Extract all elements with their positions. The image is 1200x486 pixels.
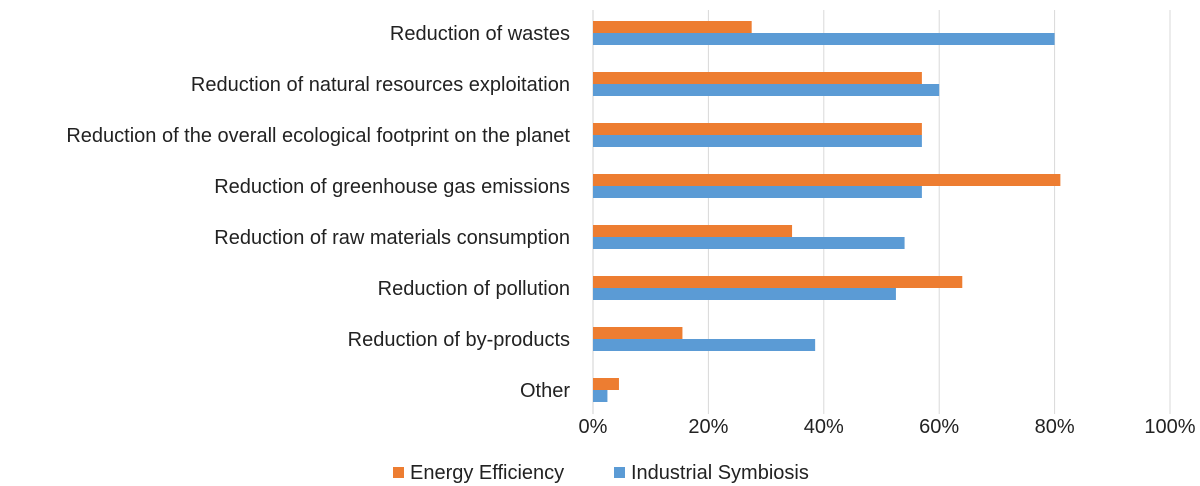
legend-label: Industrial Symbiosis [631,462,809,484]
bar-industrial-symbiosis [593,135,922,147]
category-labels: Reduction of wastes Reduction of natural … [66,23,570,402]
bar-industrial-symbiosis [593,186,922,198]
legend-item-industrial-symbiosis: Industrial Symbiosis [614,462,809,484]
x-tick-label: 80% [1035,416,1075,438]
bar-industrial-symbiosis [593,339,816,351]
bar-energy-efficiency [593,327,683,339]
category-label: Reduction of the overall ecological foot… [66,125,570,147]
category-label: Other [520,380,570,402]
legend-item-energy-efficiency: Energy Efficiency [393,462,564,484]
x-tick-label: 0% [579,416,608,438]
category-label: Reduction of natural resources exploitat… [191,74,570,96]
gridlines [592,10,1171,414]
x-tick-labels: 0% 20% 40% 60% 80% 100% [579,416,1196,438]
bar-energy-efficiency [593,123,922,135]
bar-energy-efficiency [593,276,963,288]
x-tick-label: 40% [804,416,844,438]
bar-energy-efficiency [593,225,793,237]
bar-energy-efficiency [593,72,922,84]
bar-industrial-symbiosis [593,237,905,249]
bar-industrial-symbiosis [593,390,608,402]
bar-industrial-symbiosis [593,33,1055,45]
category-label: Reduction of wastes [390,23,570,45]
category-label: Reduction of greenhouse gas emissions [214,176,570,198]
bar-energy-efficiency [593,378,619,390]
bar-energy-efficiency [593,21,752,33]
legend-label: Energy Efficiency [410,462,564,484]
x-tick-label: 20% [688,416,728,438]
category-label: Reduction of pollution [378,278,570,300]
legend-swatch [614,467,625,478]
category-label: Reduction of raw materials consumption [214,227,570,249]
bar-industrial-symbiosis [593,288,896,300]
bars [593,21,1061,402]
legend: Energy Efficiency Industrial Symbiosis [393,462,809,484]
category-label: Reduction of by-products [348,329,570,351]
x-tick-label: 100% [1144,416,1195,438]
x-tick-label: 60% [919,416,959,438]
bar-energy-efficiency [593,174,1061,186]
bar-industrial-symbiosis [593,84,940,96]
legend-swatch [393,467,404,478]
